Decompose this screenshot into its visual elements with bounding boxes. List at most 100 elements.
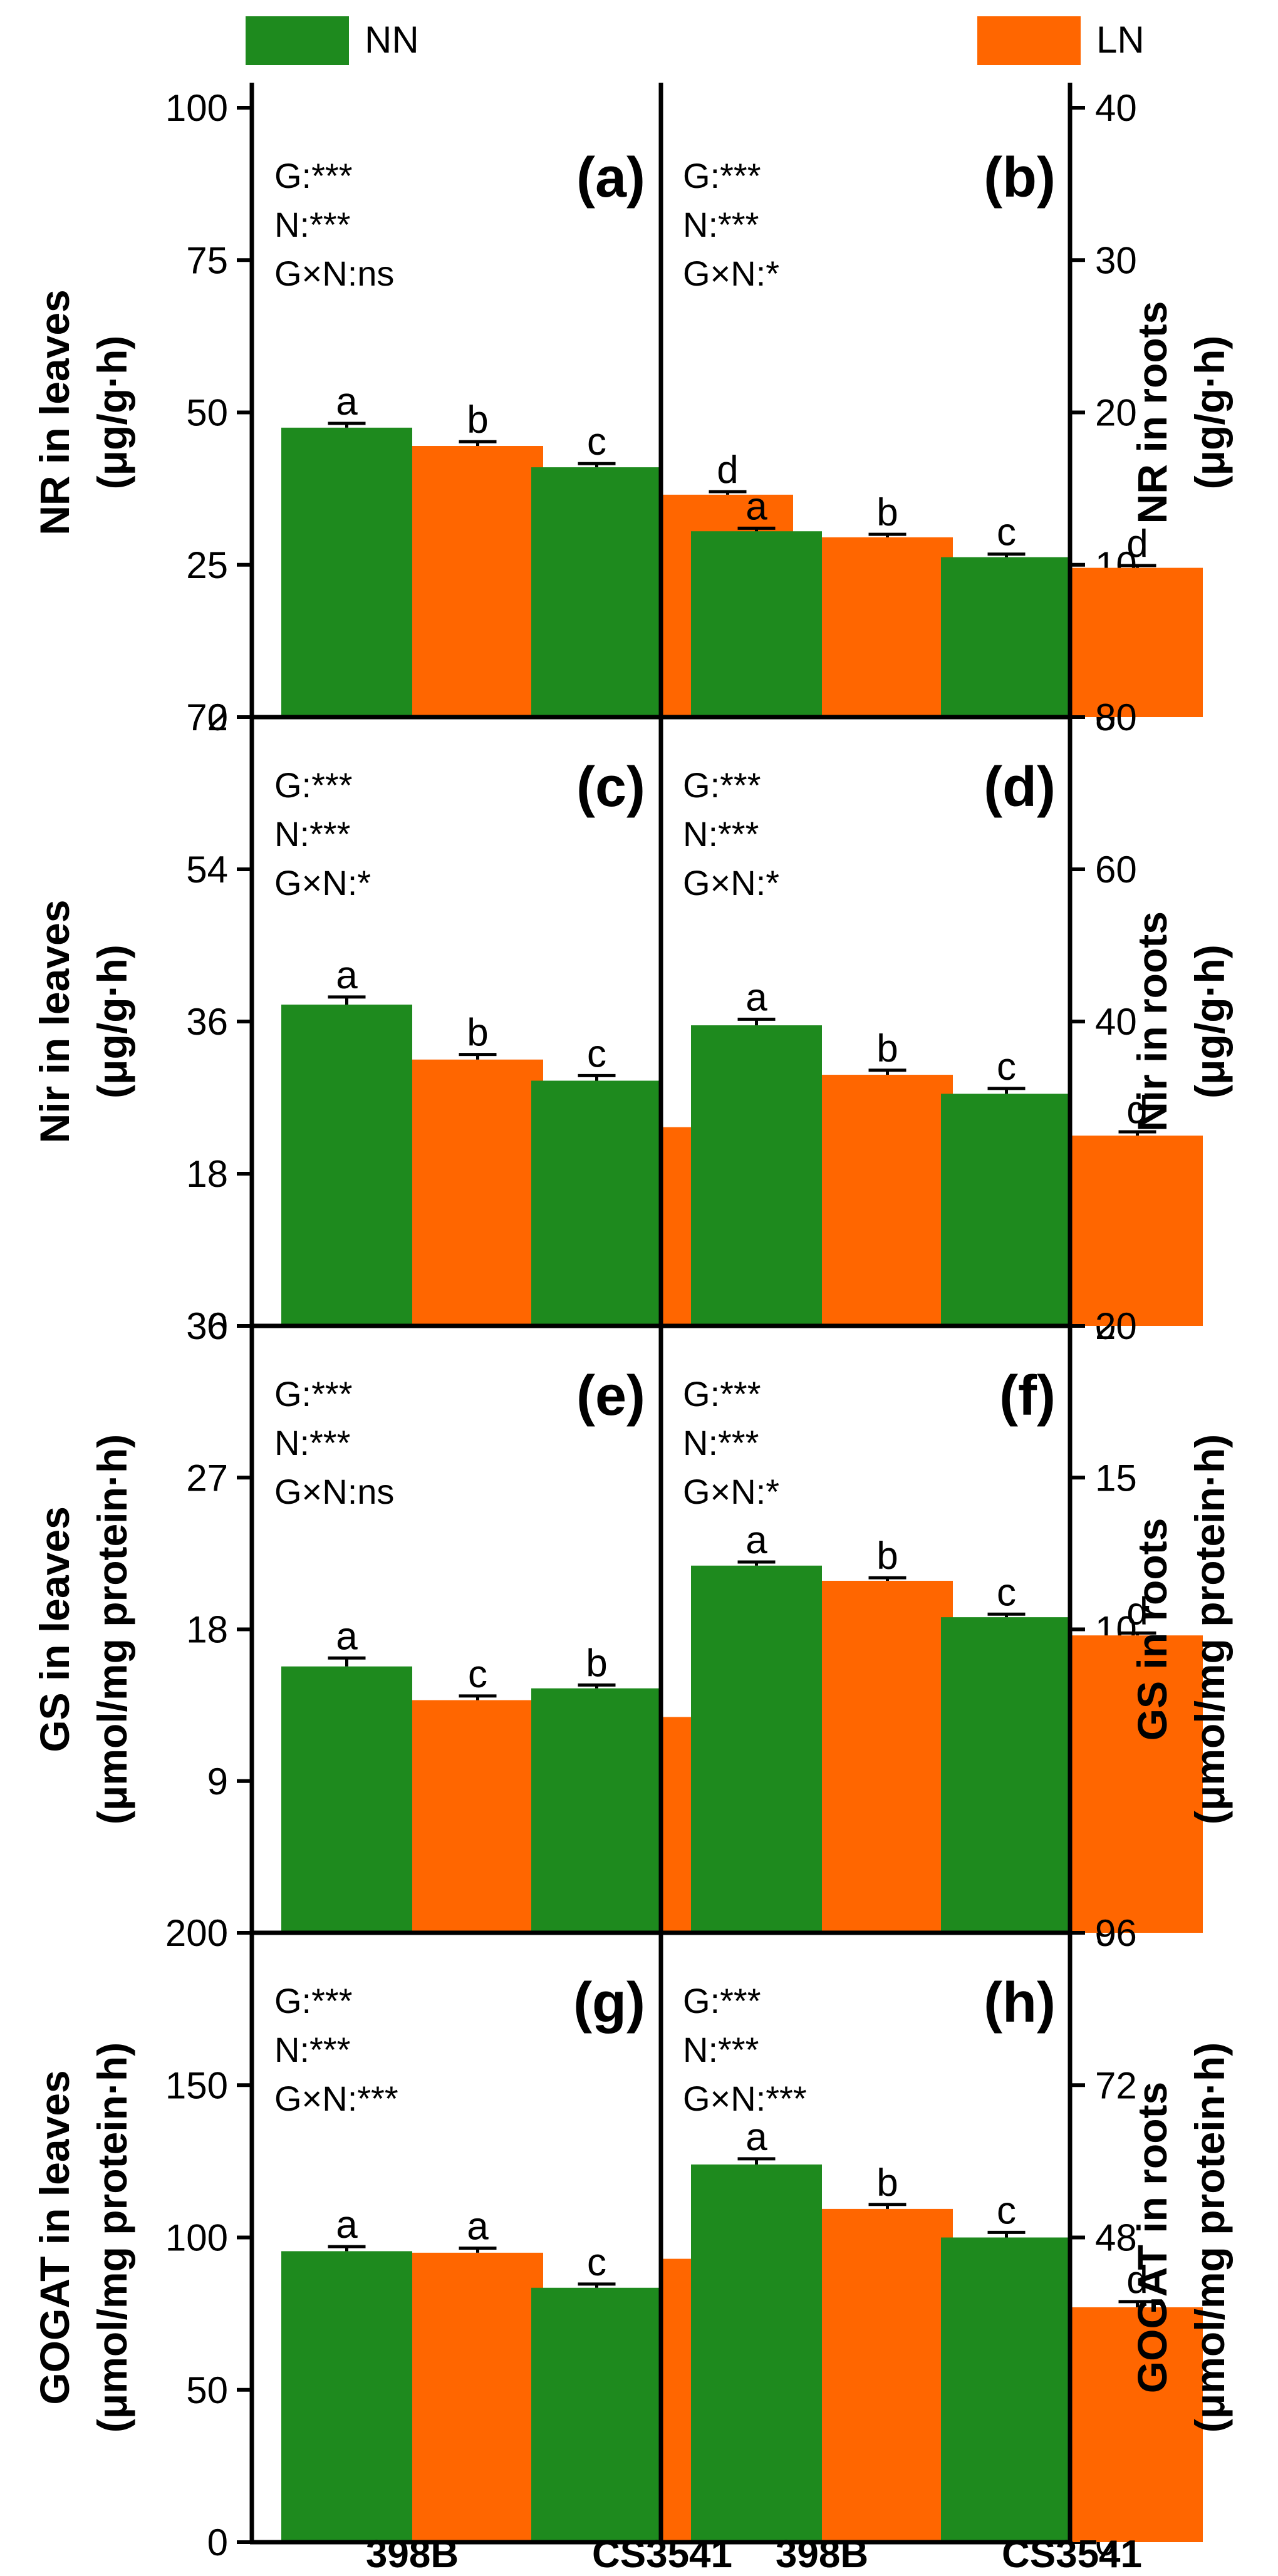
- panel-h: 024487296abcd(h)G:***N:***G×N:***GOGAT i…: [683, 1912, 1233, 2563]
- significance-letter: c: [997, 1571, 1016, 1614]
- y-axis-label: Nir in leaves: [31, 900, 78, 1144]
- y-tick-label: 72: [186, 696, 228, 738]
- legend-swatch-ln: [977, 16, 1081, 65]
- stats-annotation: G:***: [274, 1981, 353, 2020]
- y-tick-label: 50: [186, 392, 228, 434]
- panel-label: (b): [984, 147, 1056, 209]
- y-tick-label: 100: [165, 87, 228, 129]
- y-tick-label: 27: [186, 1457, 228, 1499]
- significance-letter: a: [336, 954, 358, 997]
- panel-c: 018365472abcd(c)G:***N:***G×N:*Nir in le…: [31, 696, 793, 1347]
- y-tick-label: 30: [1095, 239, 1137, 281]
- stats-annotation: G:***: [274, 156, 353, 195]
- significance-letter: c: [587, 420, 606, 463]
- y-tick-label: 72: [1095, 2064, 1137, 2106]
- bar-nn-398b: [691, 531, 822, 717]
- significance-letter: b: [876, 1534, 898, 1578]
- y-tick-label: 50: [186, 2369, 228, 2411]
- significance-letter: d: [1126, 1590, 1148, 1633]
- significance-letter: d: [1126, 522, 1148, 566]
- significance-letter: a: [336, 380, 358, 423]
- stats-annotation: N:***: [274, 1423, 350, 1462]
- y-tick-label: 18: [186, 1153, 228, 1195]
- y-axis-label: (μg/g·h): [89, 944, 135, 1099]
- y-tick-label: 100: [165, 2217, 228, 2259]
- stats-annotation: N:***: [683, 205, 759, 244]
- y-tick-label: 80: [1095, 696, 1137, 738]
- stats-annotation: G:***: [274, 1374, 353, 1414]
- y-axis-label: GOGAT in leaves: [31, 2070, 78, 2404]
- y-axis-label: (μmol/mg protein·h): [89, 2042, 135, 2433]
- significance-letter: b: [586, 1642, 607, 1685]
- stats-annotation: N:***: [683, 2030, 759, 2069]
- bar-nn-cs3541: [531, 467, 662, 717]
- y-tick-label: 48: [1095, 2217, 1137, 2259]
- bar-ln-398b: [412, 1059, 543, 1326]
- significance-letter: a: [746, 1519, 767, 1562]
- stats-annotation: G:***: [683, 1981, 761, 2020]
- bar-ln-398b: [822, 2208, 953, 2542]
- significance-letter: d: [717, 448, 738, 492]
- panel-label: (a): [576, 147, 645, 209]
- y-tick-label: 75: [186, 239, 228, 281]
- bar-nn-398b: [691, 1025, 822, 1326]
- significance-letter: d: [1126, 1089, 1148, 1132]
- bar-ln-cs3541: [1072, 1635, 1203, 1933]
- significance-letter: b: [876, 2161, 898, 2205]
- bar-nn-cs3541: [941, 1094, 1072, 1326]
- stats-annotation: G:***: [274, 765, 353, 805]
- bar-ln-cs3541: [1072, 2307, 1203, 2542]
- y-tick-label: 150: [165, 2064, 228, 2106]
- bar-nn-398b: [691, 2164, 822, 2542]
- y-tick-label: 18: [186, 1609, 228, 1651]
- stats-annotation: N:***: [683, 1423, 759, 1462]
- y-axis-label: GS in leaves: [31, 1506, 78, 1752]
- panel-a: 0 25 50 75 100 a b c d (a) G:*** N:*** G×N:ns NR in l…: [31, 87, 793, 738]
- legend-swatch-nn: [246, 16, 349, 65]
- significance-letter: a: [336, 2203, 358, 2247]
- bar-nn-398b: [691, 1565, 822, 1933]
- x-tick-label-cs3541: CS3541: [592, 2533, 732, 2576]
- bar-ln-398b: [822, 1075, 953, 1326]
- stats-annotation: G×N:*: [683, 863, 779, 903]
- panel-label: (h): [984, 1972, 1056, 2034]
- y-tick-label: 60: [1095, 849, 1137, 891]
- y-tick-label: 15: [1095, 1457, 1137, 1499]
- stats-annotation: G×N:ns: [274, 1472, 394, 1511]
- panel-f: 05101520abcd(f)G:***N:***G×N:*GS in root…: [683, 1305, 1233, 1954]
- axes: [249, 83, 1073, 2545]
- x-tick-label-398b: 398B: [366, 2533, 459, 2576]
- y-axis-label: Nir in roots: [1129, 911, 1175, 1132]
- y-tick-label: 0: [207, 2522, 228, 2563]
- panel-label: (f): [999, 1365, 1056, 1427]
- legend-label-nn: NN: [365, 19, 419, 61]
- significance-letter: a: [746, 485, 767, 528]
- y-axis-label: (μg/g·h): [1187, 944, 1233, 1099]
- significance-letter: b: [467, 398, 488, 442]
- bar-nn-398b: [281, 1005, 412, 1326]
- panel-label: (g): [573, 1972, 645, 2034]
- significance-letter: a: [746, 2116, 767, 2159]
- stats-annotation: N:***: [683, 814, 759, 854]
- stats-annotation: G:***: [683, 765, 761, 805]
- stats-annotation: N:***: [274, 2030, 350, 2069]
- y-tick-label: 36: [186, 1001, 228, 1043]
- x-tick-label-cs3541: CS3541: [1002, 2533, 1142, 2576]
- panel-label: (e): [576, 1365, 645, 1427]
- stats-annotation: G:***: [683, 156, 761, 195]
- panel-label: (d): [984, 756, 1056, 819]
- y-tick-label: 40: [1095, 87, 1137, 129]
- bar-ln-cs3541: [1072, 1135, 1203, 1326]
- stats-annotation: G×N:ns: [274, 254, 394, 293]
- significance-letter: c: [587, 1032, 606, 1075]
- bar-nn-cs3541: [531, 2287, 662, 2542]
- stats-annotation: G:***: [683, 1374, 761, 1414]
- bar-nn-398b: [281, 2251, 412, 2542]
- significance-letter: b: [876, 1027, 898, 1070]
- y-tick-label: 200: [165, 1912, 228, 1954]
- x-axis-labels: 398B 398B CS3541 CS3541: [366, 2533, 1142, 2576]
- significance-letter: a: [336, 1615, 358, 1658]
- significance-letter: b: [876, 491, 898, 534]
